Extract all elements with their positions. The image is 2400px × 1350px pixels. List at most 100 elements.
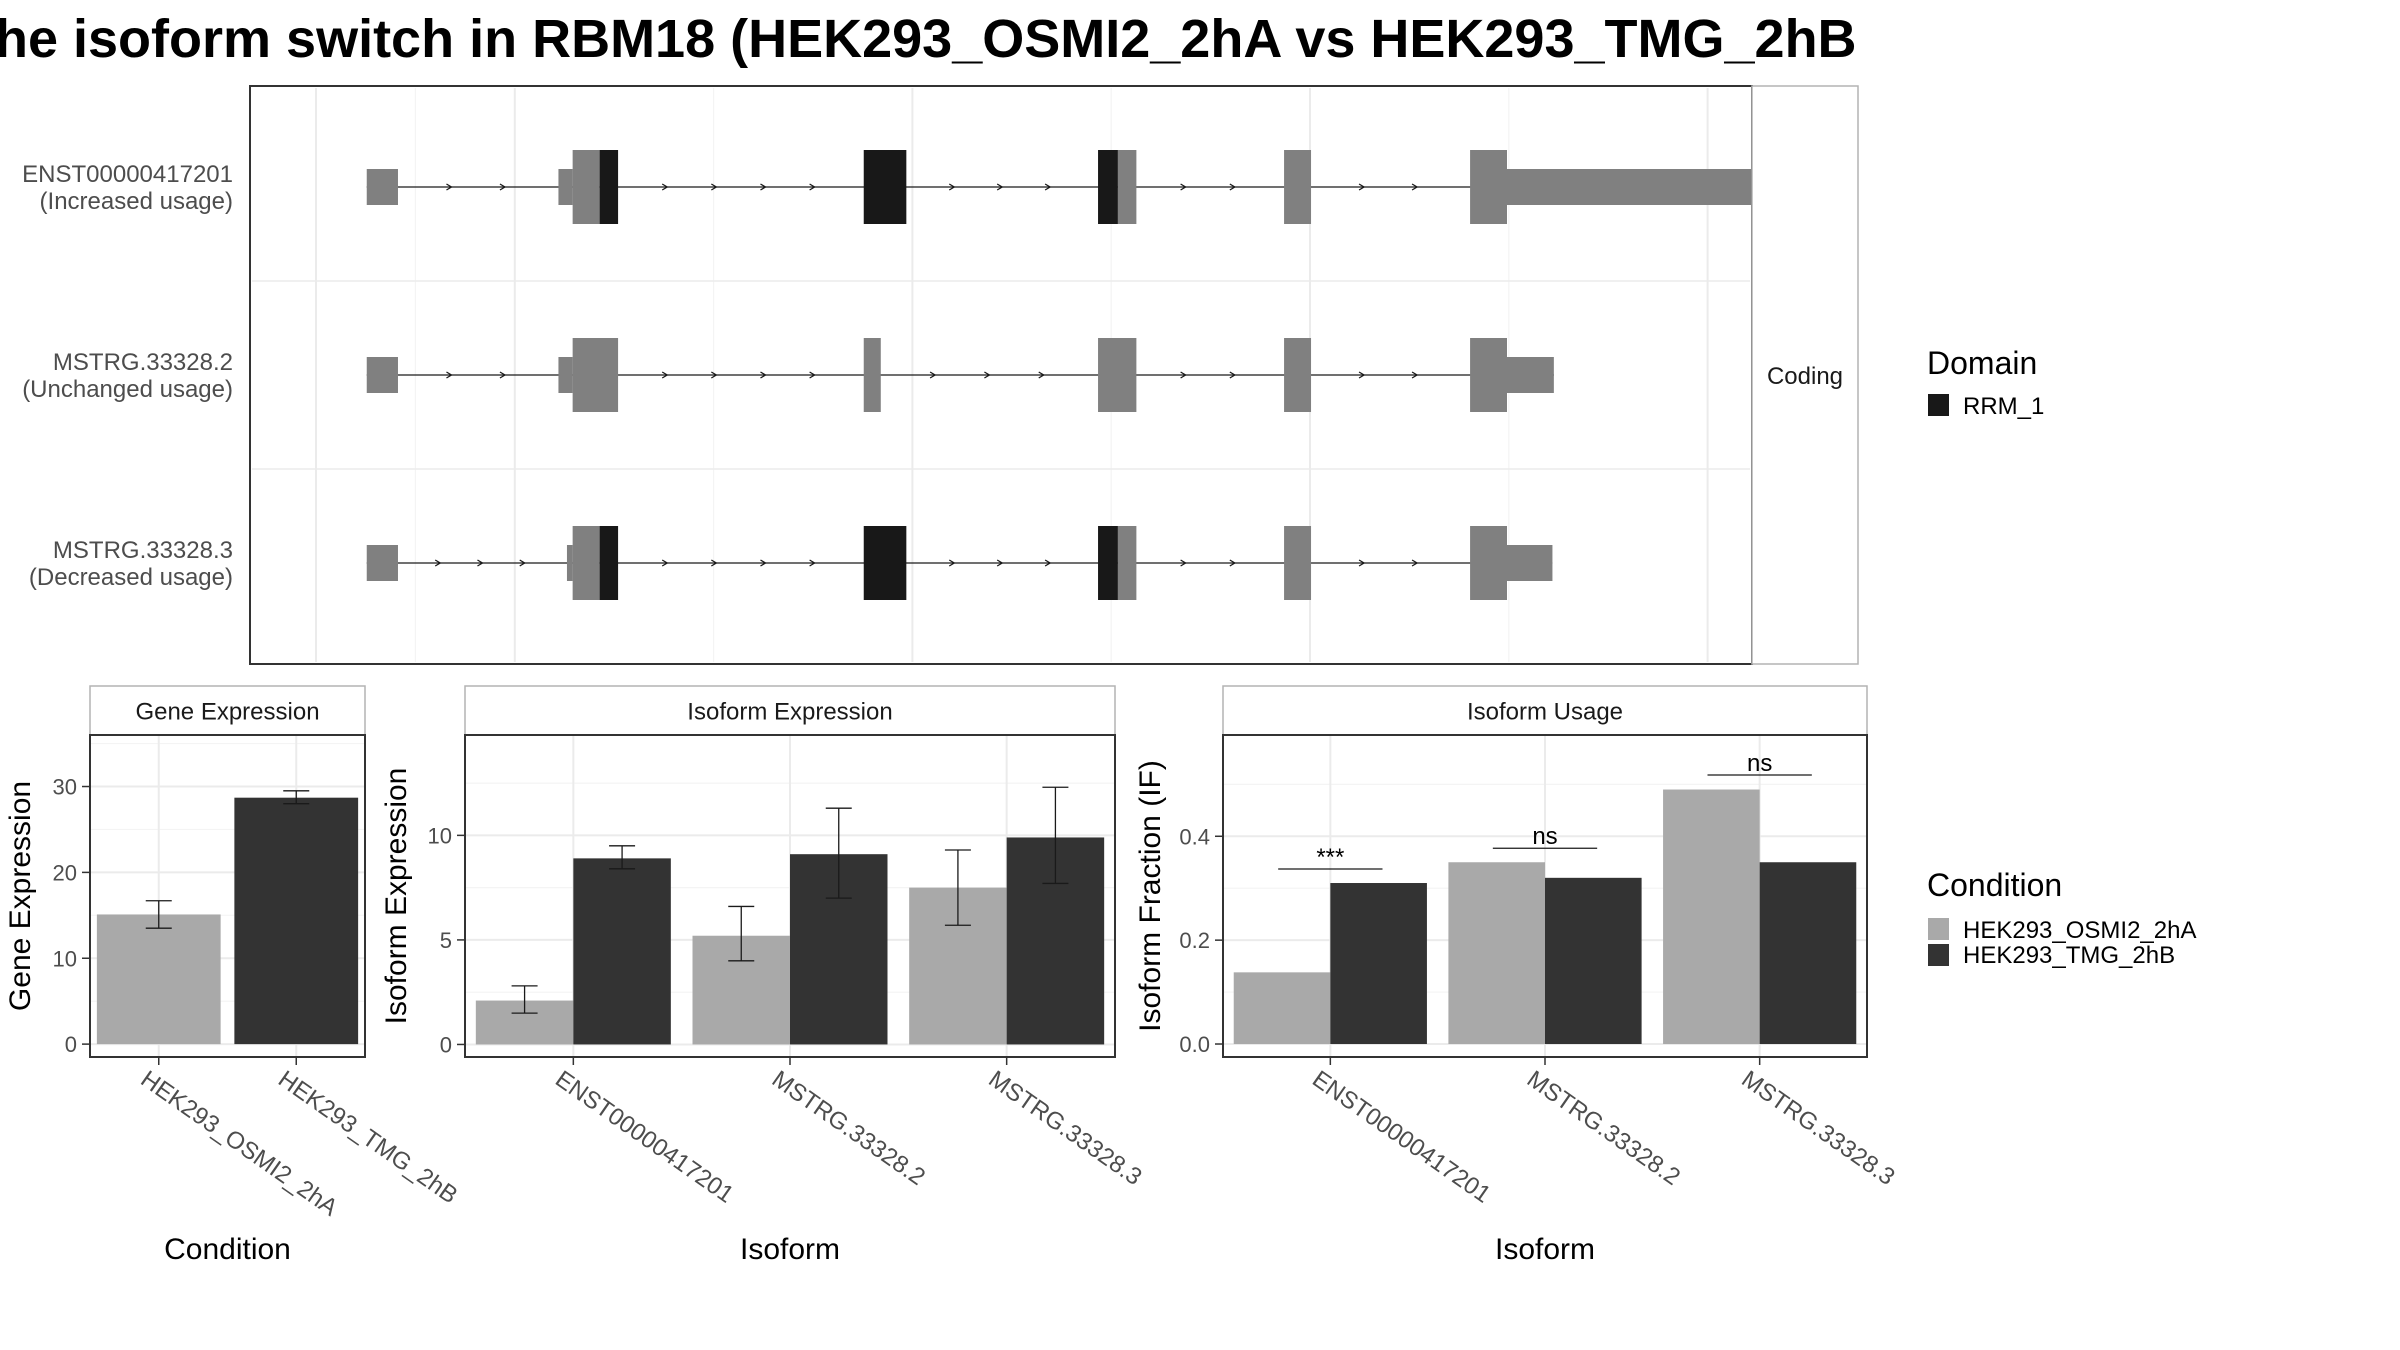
intron-arrow	[996, 183, 1004, 191]
exon-cds	[1284, 150, 1312, 224]
domain-legend-swatch	[1928, 394, 1949, 416]
exon-domain	[863, 150, 907, 224]
intron-arrow	[1358, 559, 1366, 567]
intron-arrow	[1180, 559, 1187, 567]
transcript-usage-label: (Decreased usage)	[29, 564, 233, 591]
exon-cds	[1470, 338, 1507, 412]
significance-label: ***	[1316, 844, 1344, 871]
exon-cds	[572, 150, 600, 224]
bar	[1330, 883, 1427, 1045]
significance-label: ns	[1747, 750, 1772, 777]
intron-arrow	[1411, 183, 1419, 191]
exon-domain	[1098, 150, 1118, 224]
bar	[96, 914, 221, 1045]
y-tick-label: 10	[53, 946, 77, 971]
facet-strip-label: Isoform Usage	[1467, 699, 1623, 726]
bar	[573, 858, 671, 1045]
exon-cds	[1470, 526, 1507, 600]
intron-arrow	[809, 559, 816, 567]
intron-arrow	[711, 371, 718, 379]
intron-arrow	[1411, 371, 1419, 379]
bar	[1545, 877, 1642, 1045]
intron-arrow	[1044, 183, 1052, 191]
domain-legend-title: Domain	[1927, 345, 2037, 381]
facet-strip	[89, 685, 366, 736]
bar	[234, 797, 359, 1045]
intron-arrow	[446, 371, 453, 379]
panel-border	[89, 734, 366, 1058]
y-tick-label: 20	[53, 860, 77, 885]
domain-legend-label: RRM_1	[1963, 393, 2044, 420]
intron-arrow	[1229, 559, 1237, 567]
bar	[1663, 789, 1760, 1045]
y-tick-label: 0.2	[1179, 928, 1210, 953]
intron-arrow	[499, 183, 507, 191]
intron-arrow	[499, 371, 507, 379]
facet-strip-label: Isoform Expression	[687, 699, 892, 726]
intron-arrow	[1358, 183, 1366, 191]
x-tick-label: MSTRG.33328.3	[1737, 1066, 1900, 1191]
coding-strip	[1751, 85, 1859, 665]
intron-arrow	[711, 559, 718, 567]
exon-utr-mid	[1507, 357, 1554, 393]
bar	[1233, 972, 1331, 1045]
intron-arrow	[477, 559, 484, 567]
exon-cds	[1284, 526, 1312, 600]
isoform-usage-panel: Isoform Usage *** ns ns 0.0 0.2 0.4 ENST0000041…	[1134, 685, 1900, 1266]
x-axis-title: Isoform	[740, 1233, 840, 1266]
intron-arrow	[1229, 371, 1237, 379]
condition-legend-swatch-a	[1928, 918, 1949, 940]
exon-cds	[1117, 526, 1137, 600]
bar	[1759, 862, 1857, 1045]
intron-arrow	[661, 183, 669, 191]
intron-arrow	[984, 371, 991, 379]
exon-domain	[863, 526, 907, 600]
y-axis-title: Isoform Expression	[380, 768, 413, 1025]
intron-arrow	[1180, 183, 1187, 191]
transcript-id-label: MSTRG.33328.2	[53, 349, 233, 376]
exon-cds	[1470, 150, 1507, 224]
intron-arrow	[809, 183, 816, 191]
intron-arrow	[1229, 183, 1237, 191]
intron-arrow	[1358, 371, 1366, 379]
x-tick-label: ENST00000417201	[550, 1066, 738, 1209]
figure-title: he isoform switch in RBM18 (HEK293_OSMI2…	[0, 9, 1857, 69]
condition-legend-swatch-b	[1928, 944, 1949, 966]
exon-domain	[1098, 526, 1118, 600]
intron-arrow	[434, 559, 442, 567]
intron-arrow	[948, 559, 956, 567]
y-tick-label: 0.4	[1179, 824, 1210, 849]
condition-legend-title: Condition	[1927, 867, 2062, 903]
exon-cds	[572, 526, 600, 600]
intron-arrow	[1411, 559, 1419, 567]
condition-legend: Condition HEK293_OSMI2_2hA HEK293_TMG_2h…	[1927, 867, 2196, 969]
exon-utr-mid	[566, 545, 573, 581]
transcript-labels: ENST00000417201(Increased usage) MSTRG.33…	[22, 161, 233, 591]
exon-domain	[599, 150, 619, 224]
gene-structure-panel: ENST00000417201(Increased usage) MSTRG.33…	[22, 85, 1859, 665]
intron-arrow	[809, 371, 816, 379]
x-tick-label: ENST00000417201	[1307, 1066, 1495, 1209]
significance-label: ns	[1532, 823, 1557, 850]
bar	[1448, 862, 1545, 1045]
y-axis-title: Gene Expression	[4, 781, 37, 1011]
intron-arrow	[711, 183, 718, 191]
intron-arrow	[929, 371, 937, 379]
intron-arrow	[948, 183, 956, 191]
exon-cds	[863, 338, 881, 412]
transcript-usage-label: (Increased usage)	[40, 188, 233, 215]
intron-arrow	[661, 371, 669, 379]
exon-utr-mid	[558, 357, 573, 393]
facet-strip	[1222, 685, 1868, 736]
exon-utr	[366, 169, 398, 205]
y-axis-title: Isoform Fraction (IF)	[1134, 760, 1167, 1032]
y-tick-label: 0	[65, 1032, 77, 1057]
transcripts	[366, 150, 1770, 600]
exon-cds	[1117, 150, 1137, 224]
transcript-usage-label: (Unchanged usage)	[22, 376, 233, 403]
exon-utr-mid	[1507, 169, 1770, 205]
y-tick-label: 10	[428, 823, 452, 848]
condition-legend-label-b: HEK293_TMG_2hB	[1963, 942, 2175, 969]
exon-utr	[366, 357, 398, 393]
intron-arrow	[760, 559, 767, 567]
